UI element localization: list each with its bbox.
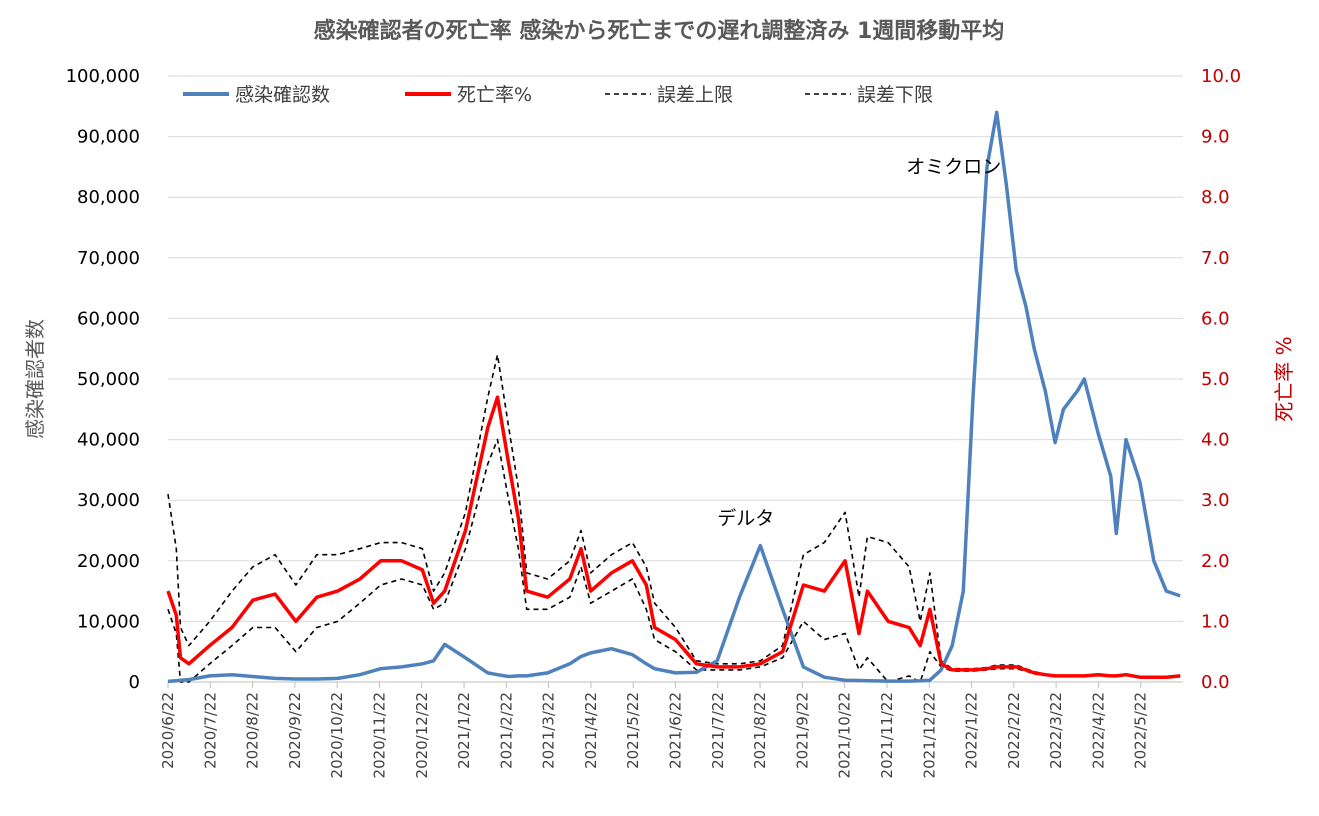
left-axis-ticks: 0 10,000 20,000 30,000 40,000 50,000 60,000 70,… [66,66,140,693]
legend: 感染確認数 死亡率% 誤差上限 誤差下限 [183,84,933,106]
x-tick-label: 2020/6/22 [159,692,177,769]
y2-tick-label: 4.0 [1201,430,1230,451]
x-tick-label: 2021/6/22 [667,692,685,769]
y2-tick-label: 10.0 [1201,66,1241,87]
y-tick-label: 30,000 [77,490,140,511]
y2-tick-label: 2.0 [1201,551,1230,572]
series-lines [166,110,1181,684]
x-tick-label: 2021/9/22 [793,692,811,769]
x-tick-label: 2021/8/22 [751,692,769,769]
right-axis-ticks: 0.0 1.0 2.0 3.0 4.0 5.0 6.0 7.0 8.0 9.0 10.0 [1201,66,1241,693]
y2-tick-label: 9.0 [1201,127,1230,148]
y-tick-label: 50,000 [77,369,140,390]
x-tick-label: 2021/1/22 [455,692,473,769]
y2-tick-label: 0.0 [1201,672,1230,693]
legend-label: 誤差上限 [657,84,733,106]
x-tick-label: 2021/11/22 [878,692,896,778]
x-tick-label: 2020/7/22 [201,692,219,769]
y-tick-label: 10,000 [77,611,140,632]
y-tick-label: 70,000 [77,248,140,269]
series-line-0 [167,110,1181,684]
y-tick-label: 90,000 [77,127,140,148]
x-tick-label: 2022/1/22 [963,692,981,769]
x-tick-label: 2022/3/22 [1047,692,1065,769]
x-tick-label: 2021/3/22 [540,692,558,769]
y-tick-label: 20,000 [77,551,140,572]
y-tick-label: 40,000 [77,430,140,451]
x-tick-label: 2021/10/22 [836,692,854,778]
x-tick-label: 2021/2/22 [497,692,515,769]
y2-axis-label: 死亡率 % [1272,336,1296,421]
x-tick-label: 2022/5/22 [1132,692,1150,769]
x-tick-label: 2021/5/22 [624,692,642,769]
y-tick-label: 80,000 [77,187,140,208]
y2-tick-label: 5.0 [1201,369,1230,390]
y-tick-label: 100,000 [66,66,140,87]
y2-tick-label: 6.0 [1201,308,1230,329]
y2-tick-label: 3.0 [1201,490,1230,511]
legend-label: 誤差下限 [857,84,933,106]
x-tick-label: 2021/12/22 [920,692,938,778]
x-tick-label: 2020/9/22 [286,692,304,769]
y2-tick-label: 1.0 [1201,611,1230,632]
x-axis-ticks: 2020/6/22 2020/7/22 2020/8/22 2020/9/22 2020… [159,682,1150,778]
y2-tick-label: 7.0 [1201,248,1230,269]
x-tick-label: 2021/7/22 [709,692,727,769]
x-tick-label: 2021/4/22 [582,692,600,769]
x-tick-label: 2020/8/22 [244,692,262,769]
y2-tick-label: 8.0 [1201,187,1230,208]
legend-label: 死亡率% [457,84,532,106]
y-tick-label: 0 [129,672,140,693]
x-tick-label: 2022/4/22 [1089,692,1107,769]
y-tick-label: 60,000 [77,308,140,329]
x-tick-label: 2020/10/22 [328,692,346,778]
x-tick-label: 2020/11/22 [370,692,388,778]
annotation-label: デルタ [717,507,774,529]
x-tick-label: 2022/2/22 [1005,692,1023,769]
gridlines [168,75,1183,683]
x-tick-label: 2020/12/22 [413,692,431,778]
series-line-3 [167,438,1181,683]
y-axis-label: 感染確認者数 [23,319,47,439]
series-line-1 [166,395,1181,679]
annotation-label: オミクロン [906,156,1001,178]
chart-title: 感染確認者の死亡率 感染から死亡までの遅れ調整済み 1週間移動平均 [314,18,1005,44]
series-line-2 [167,353,1181,678]
legend-label: 感染確認数 [235,84,330,106]
